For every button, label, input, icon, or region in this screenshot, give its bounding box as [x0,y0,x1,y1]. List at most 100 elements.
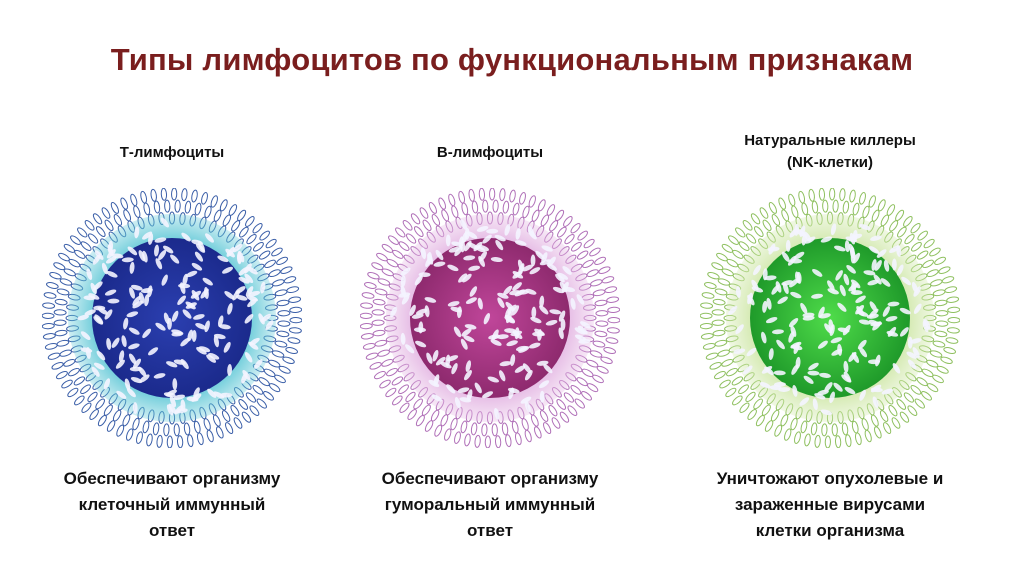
receptor-mark [469,286,478,297]
surface-spike [405,391,416,403]
receptor-mark [771,329,784,335]
receptor-mark [121,257,134,263]
surface-spike [166,435,173,448]
receptor-mark [834,245,846,252]
surface-spike [388,235,399,245]
receptor-mark [498,370,506,382]
receptor-mark [577,325,588,335]
surface-spike [183,422,191,436]
surface-spike [419,207,429,219]
surface-spike [402,220,413,231]
receptor-mark [773,370,786,376]
receptor-mark [111,337,120,348]
receptor-mark [511,305,520,316]
surface-spike [424,420,434,432]
receptor-mark [532,331,545,337]
receptor-mark [790,325,797,337]
surface-spike [70,235,81,245]
receptor-mark [839,284,846,297]
surface-spike [567,405,578,416]
receptor-mark [180,337,190,347]
surface-spike [196,432,204,446]
receptor-mark [837,302,847,312]
receptor-mark [514,240,527,246]
surface-spike [598,266,611,274]
surface-spike [945,337,959,344]
receptor-mark [846,264,856,274]
receptor-mark [524,370,533,381]
receptor-mark [128,327,140,335]
receptor-mark [873,274,882,285]
surface-spike [788,193,796,207]
receptor-mark [464,240,472,252]
nk-cells-description: Уничтожают опухолевые и зараженные вирус… [670,466,990,544]
surface-spike [576,377,588,387]
surface-spike [150,188,157,202]
surface-spike [781,209,790,222]
surface-spike [181,188,188,202]
receptor-mark [187,329,193,342]
receptor-mark [891,258,897,271]
surface-spike [63,358,76,367]
receptor-mark [870,235,882,241]
receptor-mark [238,276,250,284]
surface-spike [372,298,386,306]
surface-spike [732,395,743,406]
surface-spike [592,374,604,384]
surface-spike [903,392,915,403]
surface-spike [935,310,949,317]
receptor-mark [762,300,768,313]
surface-spike [705,352,719,360]
surface-spike [194,202,202,216]
receptor-mark [541,245,553,252]
receptor-mark [515,227,521,240]
description-line: Обеспечивают организму [381,469,599,488]
surface-spike [53,319,67,326]
receptor-mark [191,262,203,271]
surface-spike [834,435,842,448]
surface-spike [58,252,70,262]
surface-spike [778,197,786,210]
surface-spike [73,376,86,386]
surface-spike [563,216,573,227]
surface-spike [934,256,947,265]
surface-spike [173,423,180,437]
receptor-mark [171,329,183,335]
receptor-mark [558,310,566,322]
receptor-mark [186,270,198,278]
surface-spike [492,199,499,213]
surface-spike [596,365,609,374]
receptor-mark [128,353,137,365]
surface-spike [441,209,450,222]
surface-spike [246,233,257,245]
receptor-mark [872,321,882,331]
receptor-mark [812,398,818,411]
surface-spike [49,272,62,280]
surface-spike [702,342,716,350]
surface-spike [926,269,939,278]
receptor-mark [182,309,192,319]
surface-spike [54,329,68,337]
receptor-mark [802,315,815,321]
surface-spike [286,286,300,294]
surface-spike [891,417,901,429]
surface-spike [753,226,764,237]
surface-spike [750,213,761,225]
receptor-mark [465,360,472,372]
receptor-mark [857,339,867,350]
receptor-mark [555,273,565,283]
receptor-mark [508,387,515,400]
surface-spike [904,233,915,245]
receptor-mark [454,397,461,409]
surface-spike [811,200,819,214]
receptor-mark [458,273,468,283]
receptor-mark [166,404,174,416]
surface-spike [289,317,302,324]
surface-spike [716,252,728,262]
receptor-mark [129,287,135,299]
receptor-mark [505,306,512,318]
receptor-mark [130,284,143,291]
surface-spike [120,197,128,210]
surface-spike [274,374,286,384]
surface-spike [238,399,249,410]
